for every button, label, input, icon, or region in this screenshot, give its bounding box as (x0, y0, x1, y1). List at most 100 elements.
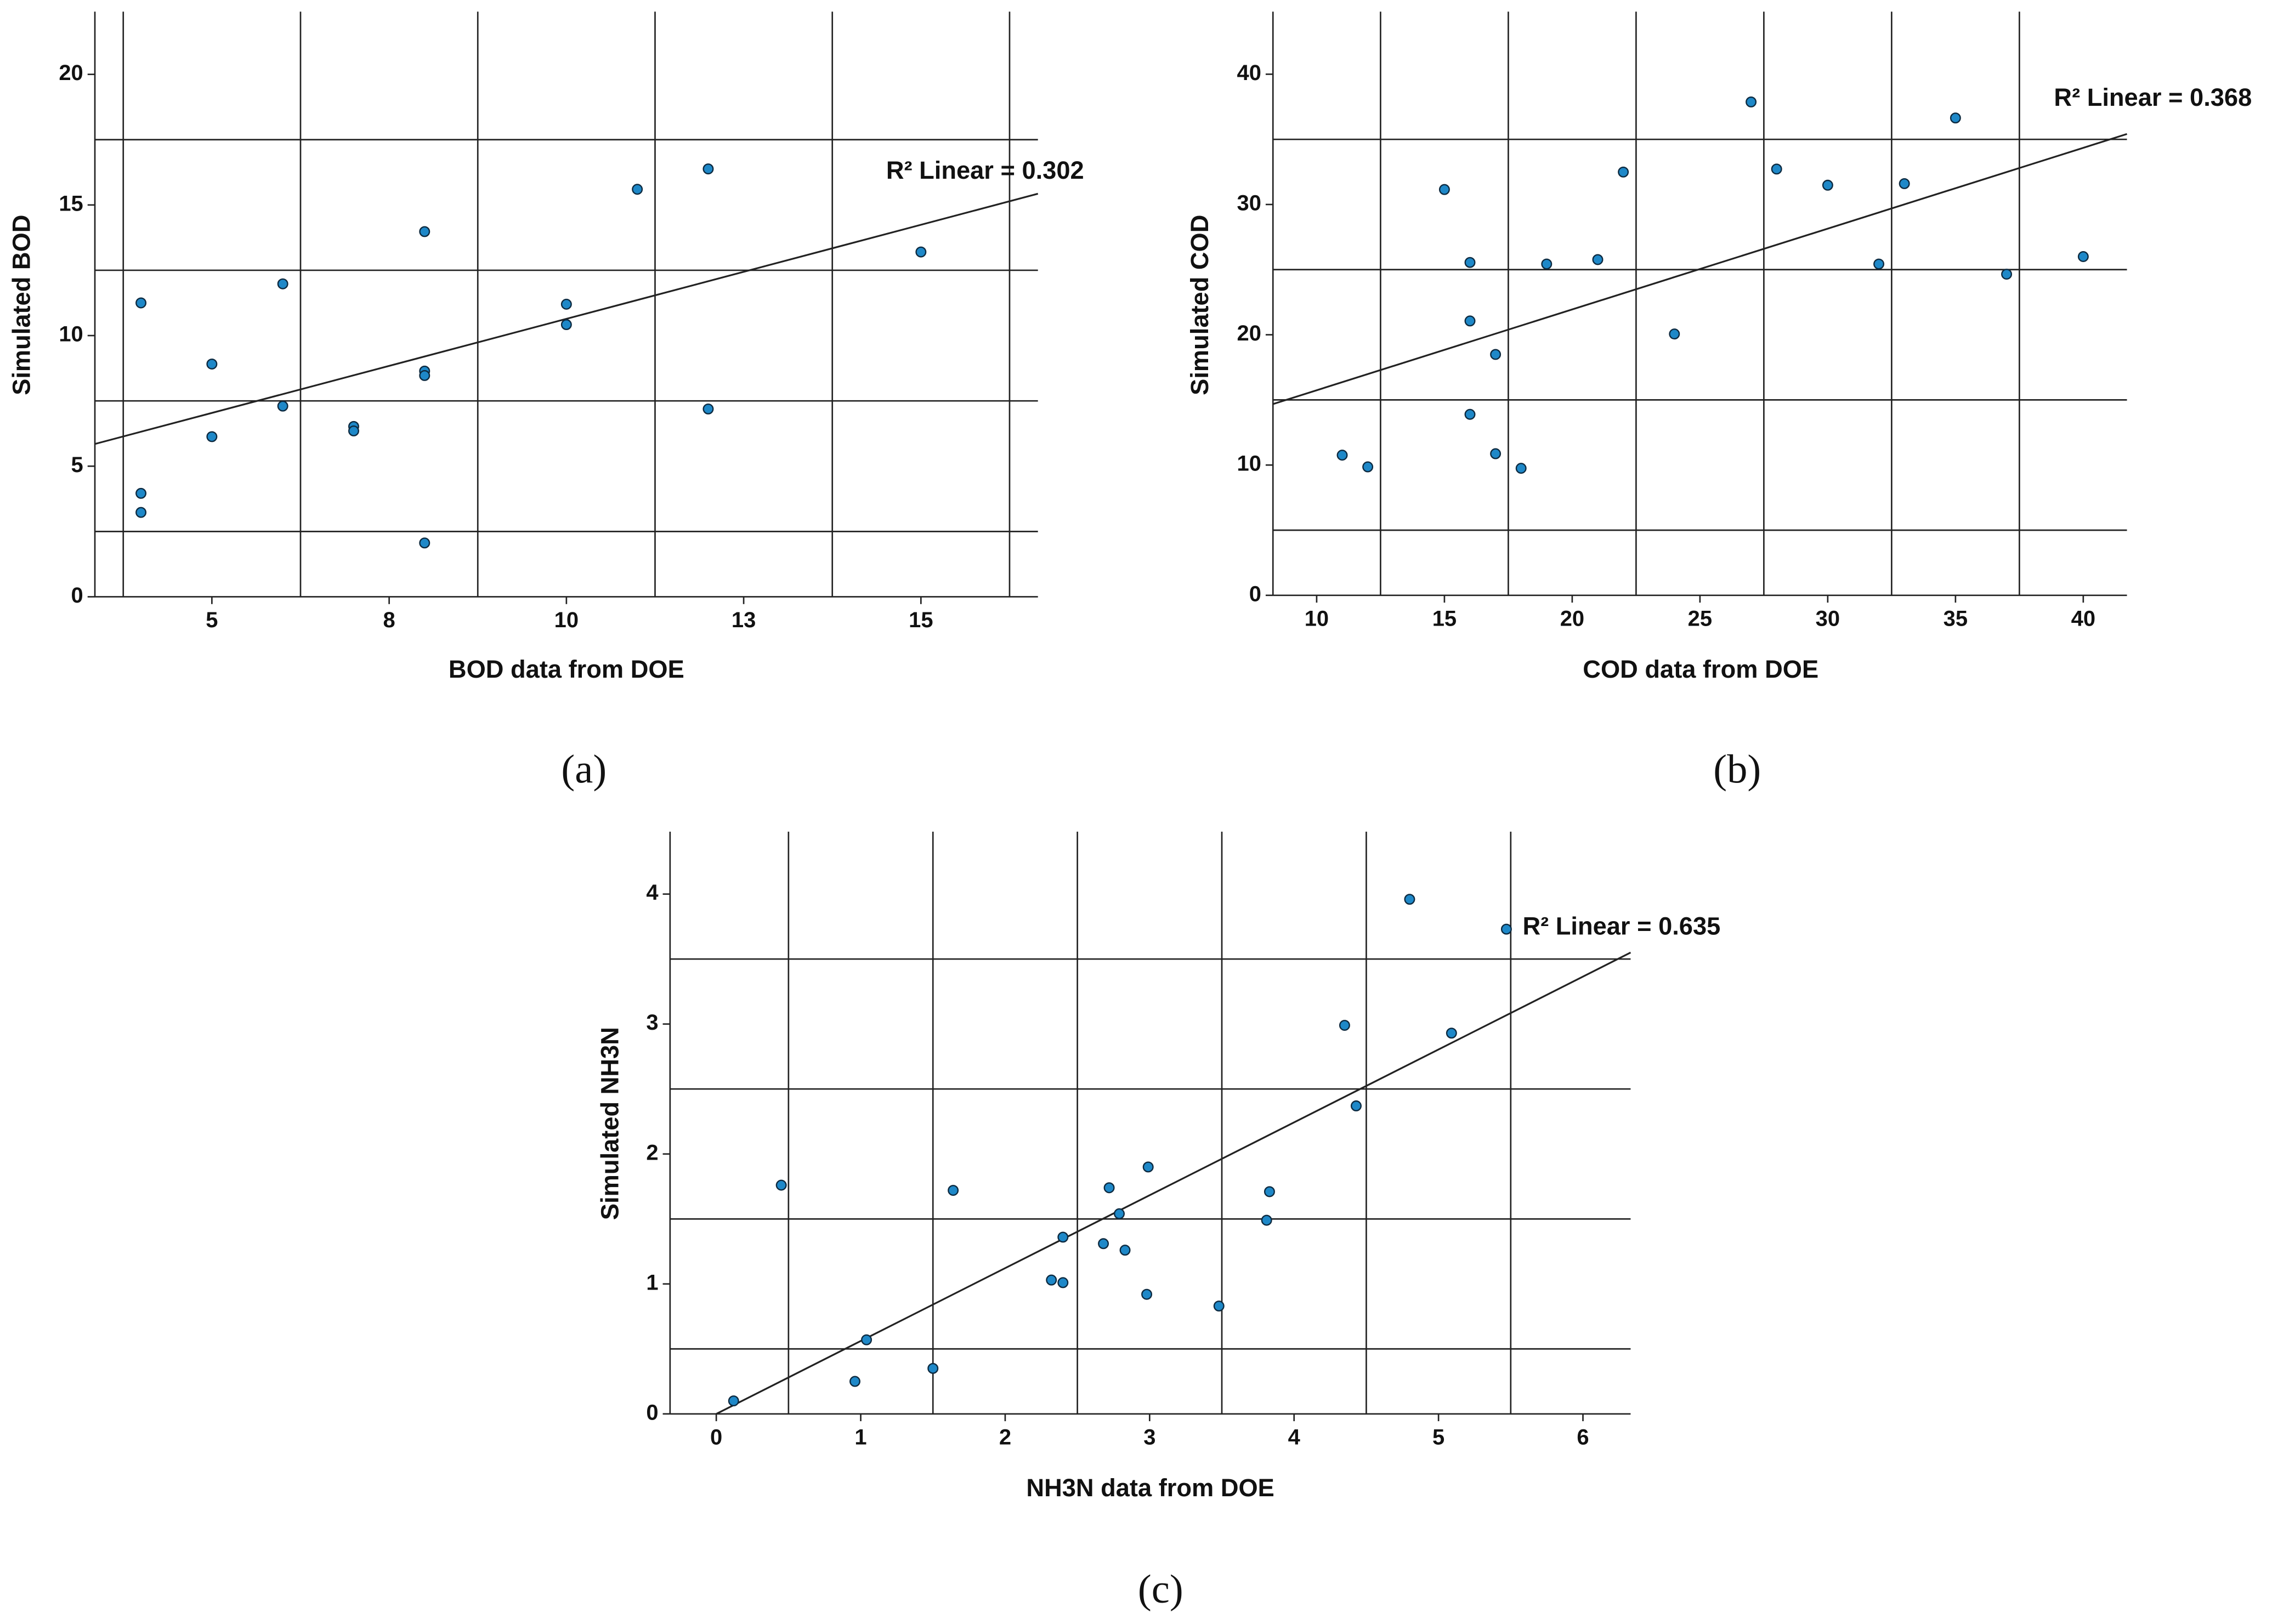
y-tick-label: 40 (1237, 61, 1261, 85)
data-point (927, 1362, 939, 1374)
x-tick-label: 13 (732, 608, 756, 632)
data-point (861, 1334, 872, 1345)
data-point (1515, 463, 1527, 474)
x-axis-title: COD data from DOE (1583, 655, 1818, 683)
data-point (849, 1376, 860, 1387)
annotation: R² Linear = 0.635 (1522, 912, 1720, 940)
x-tick-label: 15 (909, 608, 933, 632)
data-point (1261, 1214, 1272, 1226)
data-point (135, 507, 147, 518)
data-point (560, 319, 572, 331)
x-tick-label: 40 (2071, 607, 2095, 631)
x-tick-label: 20 (1560, 607, 1584, 631)
data-point (135, 487, 147, 499)
data-point (1114, 1208, 1125, 1219)
y-tick-label: 4 (646, 881, 658, 905)
data-point (1464, 257, 1476, 268)
x-tick-label: 1 (854, 1426, 866, 1450)
x-tick-label: 3 (1143, 1426, 1155, 1450)
data-point (702, 163, 714, 175)
x-tick-label: 0 (710, 1426, 722, 1450)
x-axis-title: BOD data from DOE (449, 655, 684, 683)
annotation: R² Linear = 0.368 (2054, 83, 2252, 111)
y-tick-label: 3 (646, 1010, 658, 1035)
annotation: R² Linear = 0.302 (886, 156, 1084, 184)
x-tick-label: 35 (1944, 607, 1968, 631)
y-tick-label: 2 (646, 1140, 658, 1165)
y-tick-label: 1 (646, 1270, 658, 1294)
data-point (1339, 1020, 1350, 1031)
data-point (728, 1395, 739, 1407)
y-tick-label: 10 (1237, 452, 1261, 476)
x-tick-label: 4 (1288, 1426, 1300, 1450)
data-point (1500, 923, 1512, 935)
trend-line (94, 192, 1039, 445)
data-point (1362, 461, 1374, 473)
data-point (206, 358, 218, 370)
x-axis-title: NH3N data from DOE (1026, 1474, 1274, 1502)
data-point (702, 403, 714, 414)
data-point (632, 184, 643, 195)
data-point (1618, 166, 1629, 178)
x-tick-label: 10 (554, 608, 579, 632)
panel-label: (a) (561, 747, 607, 792)
y-tick-label: 0 (71, 583, 83, 607)
x-tick-label: 5 (1432, 1426, 1444, 1450)
data-point (1046, 1274, 1057, 1286)
data-point (2001, 269, 2013, 280)
data-point (419, 226, 430, 237)
data-point (135, 297, 147, 309)
panel-label: (b) (1713, 747, 1761, 792)
data-point (1771, 163, 1782, 175)
data-point (1490, 448, 1502, 459)
data-point (2077, 251, 2089, 262)
data-point (1098, 1238, 1109, 1250)
data-point (1446, 1027, 1457, 1039)
data-point (915, 246, 927, 258)
data-point (1490, 349, 1502, 360)
x-tick-label: 10 (1305, 607, 1329, 631)
data-point (1464, 408, 1476, 420)
x-tick-label: 25 (1688, 607, 1712, 631)
x-tick-label: 6 (1577, 1426, 1589, 1450)
data-point (1103, 1182, 1115, 1194)
data-point (1464, 315, 1476, 327)
x-tick-label: 2 (999, 1426, 1011, 1450)
data-point (775, 1179, 787, 1191)
data-point (1119, 1245, 1131, 1256)
data-point (1899, 178, 1910, 189)
data-point (1213, 1301, 1225, 1312)
data-point (1264, 1186, 1275, 1197)
data-point (1142, 1161, 1154, 1173)
data-point (1746, 96, 1757, 107)
data-point (1541, 258, 1553, 270)
y-axis-title: Simulated NH3N (596, 1027, 624, 1220)
data-point (1873, 258, 1885, 270)
data-point (1950, 112, 1961, 124)
y-tick-label: 20 (1237, 321, 1261, 345)
data-point (348, 425, 359, 436)
y-tick-label: 15 (59, 191, 83, 215)
data-point (560, 298, 572, 310)
panel-label: (c) (1138, 1567, 1183, 1612)
data-point (1404, 894, 1415, 905)
x-tick-label: 30 (1816, 607, 1840, 631)
y-tick-label: 10 (59, 322, 83, 347)
y-axis-title: Simulated COD (1186, 215, 1214, 395)
data-point (1351, 1100, 1362, 1112)
y-axis-title: Simulated BOD (8, 215, 36, 395)
y-tick-label: 0 (1249, 582, 1261, 606)
data-point (1669, 328, 1680, 340)
data-point (1822, 179, 1833, 191)
data-point (1057, 1277, 1069, 1288)
y-tick-label: 30 (1237, 191, 1261, 215)
data-point (419, 370, 430, 381)
x-tick-label: 5 (206, 608, 218, 632)
x-tick-label: 15 (1432, 607, 1457, 631)
data-point (277, 278, 288, 289)
x-tick-label: 8 (383, 608, 395, 632)
data-point (1141, 1288, 1153, 1300)
y-tick-label: 0 (646, 1400, 658, 1424)
trend-line (716, 951, 1631, 1415)
